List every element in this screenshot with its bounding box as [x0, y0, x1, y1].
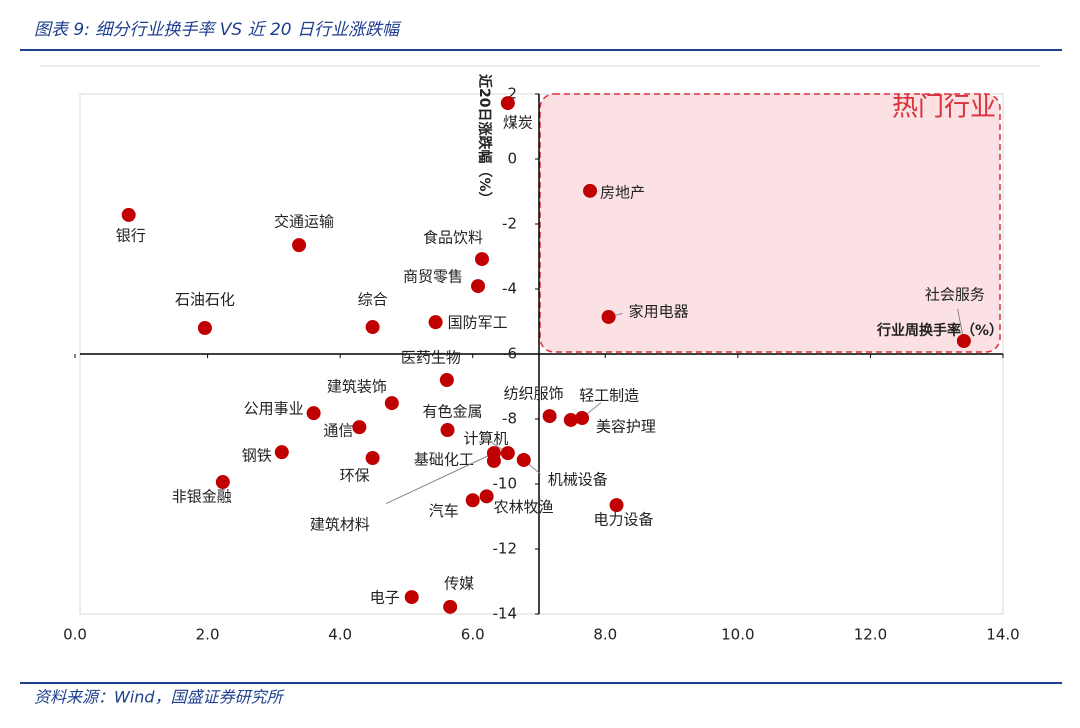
point [516, 452, 531, 467]
point [471, 279, 486, 294]
point-label: 食品饮料 [423, 229, 483, 247]
y-tick-label: 2 [507, 85, 517, 103]
point-label: 综合 [358, 291, 388, 309]
point-label: 房地产 [600, 183, 645, 201]
y-tick-label: -14 [493, 605, 518, 623]
point [352, 420, 367, 435]
y-tick-label: -6 [502, 345, 517, 363]
y-tick-label: -4 [502, 280, 517, 298]
point-label: 环保 [340, 467, 370, 485]
x-tick-label: 8.0 [593, 626, 617, 644]
point [197, 321, 212, 335]
point-label: 传媒 [444, 574, 474, 592]
point [274, 445, 289, 460]
point-label: 机械设备 [548, 470, 608, 488]
x-tick-label: 14.0 [986, 626, 1019, 644]
point [440, 423, 455, 438]
x-axis-label: 行业周换手率（%） [876, 322, 1003, 339]
point [292, 238, 307, 253]
y-tick-label: -12 [493, 540, 518, 558]
point-label: 交通运输 [274, 213, 334, 231]
point-label: 美容护理 [596, 417, 656, 435]
point [428, 315, 443, 330]
point-label: 计算机 [463, 430, 508, 448]
point-label: 国防军工 [448, 314, 508, 332]
point-label: 医药生物 [401, 349, 461, 367]
point-label: 农林牧渔 [494, 498, 554, 516]
point [215, 475, 230, 490]
source: 资料来源：Wind，国盛证券研究所 [34, 688, 286, 707]
point [956, 334, 971, 348]
point [439, 373, 454, 387]
point-label: 公用事业 [244, 400, 304, 418]
leader-line [385, 452, 495, 504]
point [465, 493, 480, 508]
point-label: 有色金属 [423, 403, 483, 421]
point [601, 309, 616, 324]
point [365, 451, 380, 465]
y-tick-label: -10 [493, 475, 518, 493]
x-tick-label: 4.0 [328, 626, 352, 644]
point-label: 电子 [370, 589, 400, 607]
page-title: 图表 9: 细分行业换手率 VS 近 20 日行业涨跌幅 [34, 20, 402, 40]
point [500, 96, 515, 111]
x-tick-label: 6.0 [461, 626, 485, 644]
point [575, 411, 590, 426]
point-label: 纺织服饰 [504, 385, 564, 403]
point [500, 446, 515, 461]
y-tick-label: -2 [502, 215, 517, 233]
point [384, 396, 399, 411]
hot-zone [539, 93, 1001, 353]
point-label: 商贸零售 [403, 268, 463, 286]
point-label: 电力设备 [594, 511, 654, 529]
x-tick-label: 10.0 [721, 626, 754, 644]
point-label: 建筑装饰 [327, 378, 387, 396]
y-tick-label: -8 [502, 410, 517, 428]
y-axis-label: 近20日涨跌幅（%） [476, 74, 493, 206]
point [563, 412, 578, 427]
point [365, 320, 380, 335]
point-label: 轻工制造 [579, 387, 639, 405]
point-label: 石油石化 [175, 291, 235, 309]
point [479, 489, 494, 504]
point [474, 252, 489, 267]
point [486, 446, 501, 461]
x-tick-label: 0.0 [63, 626, 87, 644]
hot-zone-label: 热门行业 [892, 93, 996, 123]
point [121, 207, 136, 222]
point-label: 建筑材料 [310, 516, 370, 534]
x-tick-label: 2.0 [196, 626, 220, 644]
point-label: 基础化工 [414, 450, 474, 468]
point [609, 498, 624, 513]
point-label: 通信 [323, 422, 353, 440]
point-label: 煤炭 [503, 114, 533, 132]
point-label: 汽车 [429, 502, 459, 520]
point [583, 183, 598, 198]
point [542, 409, 557, 424]
point [404, 590, 419, 605]
point-label: 钢铁 [242, 447, 272, 465]
point-label: 非银金融 [172, 488, 232, 506]
point-label: 银行 [116, 226, 146, 244]
y-tick-label: 0 [507, 150, 517, 168]
point-label: 社会服务 [925, 286, 985, 304]
x-tick-label: 12.0 [854, 626, 887, 644]
point [443, 599, 458, 614]
point-label: 家用电器 [629, 302, 689, 320]
point [306, 406, 321, 421]
